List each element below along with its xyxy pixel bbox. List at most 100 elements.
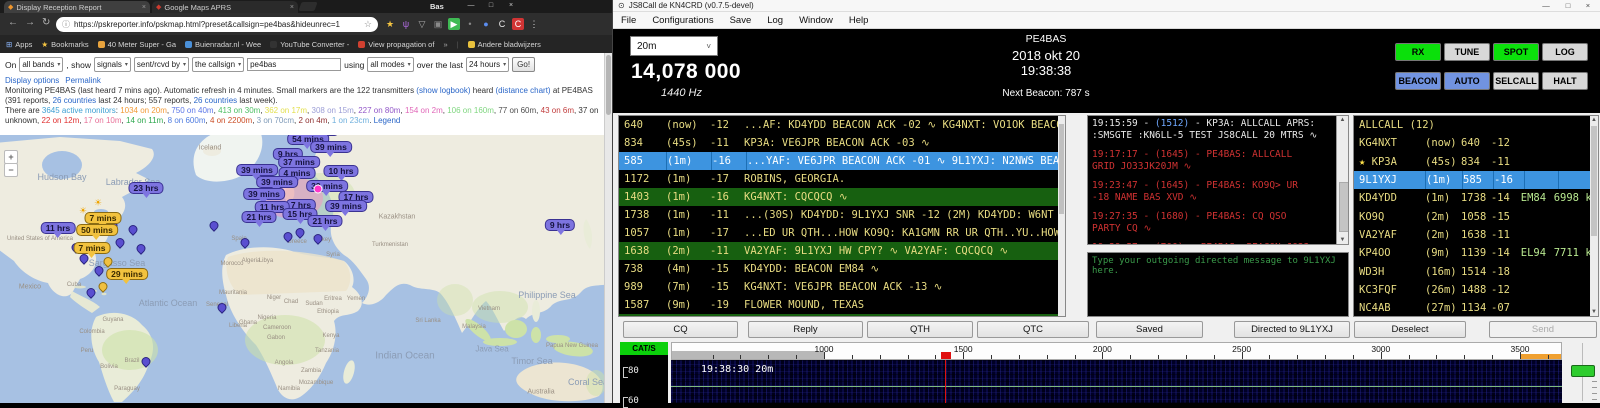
menu-item-help[interactable]: Help xyxy=(848,14,869,26)
call-activity-row[interactable]: KC3FQF (26m) 1488 -12 xyxy=(1354,281,1598,299)
select-the-callsign[interactable]: the callsign ▾ xyxy=(192,57,245,72)
monitors-text-segment[interactable]: Legend xyxy=(373,115,401,125)
deselect-button[interactable]: Deselect xyxy=(1354,321,1466,338)
js8call-maximize-icon[interactable]: □ xyxy=(1565,1,1571,10)
c-red-extension-icon[interactable]: C xyxy=(512,18,524,30)
band-activity-row[interactable]: 1172 (1m) -17 ROBINS, GEORGIA. xyxy=(619,170,1065,188)
directed-message[interactable]: 19:17:17 - (1645) - PE4BAS: ALLCALL GRID… xyxy=(1092,149,1320,172)
bookmark-item[interactable]: View propagation of xyxy=(358,40,434,49)
menu-item-window[interactable]: Window xyxy=(799,14,833,26)
band-activity-row[interactable]: 640 (now) -12 ...AF: KD4YDD BEACON ACK -02 … xyxy=(619,116,1065,134)
band-activity-row[interactable]: 1057 (1m) -17 ...ED UR QTH...HOW KO9Q: KA1G… xyxy=(619,224,1065,242)
apps-shortcut[interactable]: ⊞ Apps xyxy=(6,39,33,49)
go-button[interactable]: Go! xyxy=(512,57,536,72)
select-all-modes[interactable]: all modes ▾ xyxy=(367,57,414,72)
scroll-up-icon[interactable]: ▲ xyxy=(1591,117,1597,123)
call-activity-row[interactable]: KG4NXT (now) 640 -12 xyxy=(1354,134,1598,152)
band-activity-row[interactable] xyxy=(619,314,1065,316)
bookmark-item[interactable]: 40 Meter Super - Ga xyxy=(97,40,176,49)
js8call-close-icon[interactable]: × xyxy=(1585,1,1591,10)
band-activity-row[interactable]: 1403 (1m) -16 KG4NXT: CQCQCQ ∿ xyxy=(619,188,1065,206)
map-marker[interactable]: 21 hrs xyxy=(307,215,343,231)
halt-button[interactable]: HALT xyxy=(1542,72,1588,90)
band-activity-table[interactable]: 640 (now) -12 ...AF: KD4YDD BEACON ACK -02 … xyxy=(618,115,1066,317)
page-info-icon[interactable]: ⓘ xyxy=(62,19,70,29)
other-bookmarks[interactable]: Andere bladwijzers xyxy=(467,40,541,49)
waterfall-frequency-ruler[interactable]: 1000 1500 2000 2500 3000 3500 xyxy=(671,342,1562,360)
band-activity-scrollbar[interactable] xyxy=(1058,116,1065,316)
status-text-segment[interactable]: 26 countries xyxy=(193,95,238,105)
tune-button[interactable]: TUNE xyxy=(1444,43,1490,61)
band-activity-row[interactable]: 834 (45s) -11 KP3A: VE6JPR BEACON ACK -03 ∿ xyxy=(619,134,1065,152)
address-bar[interactable]: ⓘ https://pskreporter.info/pskmap.html?p… xyxy=(56,16,378,32)
qtc-button[interactable]: QTC xyxy=(977,321,1089,338)
map-marker[interactable]: 39 mins xyxy=(256,176,298,192)
browser-scrollbar[interactable] xyxy=(604,53,613,403)
back-icon[interactable]: ← xyxy=(8,17,18,28)
browser-minimize-icon[interactable]: — xyxy=(467,2,475,9)
cq-button[interactable]: CQ xyxy=(623,321,738,338)
status-text-segment[interactable]: (show logbook) xyxy=(416,86,471,95)
map-marker[interactable]: 54 mins xyxy=(287,135,329,149)
select-signals[interactable]: signals ▾ xyxy=(93,57,131,72)
call-activity-header-row[interactable]: ALLCALL (12) xyxy=(1354,116,1598,134)
profile-extension-icon[interactable]: ● xyxy=(483,19,489,29)
band-activity-row[interactable]: 738 (4m) -15 KD4YDD: BEACON EM84 ∿ xyxy=(619,260,1065,278)
messages-scrollbar[interactable]: ▲ ▼ xyxy=(1336,116,1348,244)
scroll-down-icon[interactable]: ▼ xyxy=(1591,309,1597,315)
log-button[interactable]: LOG xyxy=(1542,43,1588,61)
beacon-button[interactable]: BEACON xyxy=(1395,72,1441,90)
tab-display-reception-report[interactable]: ◆ Display Reception Report × xyxy=(4,1,150,13)
call-activity-row[interactable]: KP4OO (9m) 1139 -14 EL94 7711 km xyxy=(1354,244,1598,262)
frequency-display[interactable]: 14,078 000 xyxy=(631,60,742,83)
map-marker[interactable]: 39 mins xyxy=(325,200,367,216)
directed-message[interactable]: 19:27:35 - (1680) - PE4BAS: CQ QSO PARTY… xyxy=(1092,211,1320,234)
call-activity-table[interactable]: ALLCALL (12) KG4NXT (now) 640 -12 ★ KP3A (45s)… xyxy=(1353,115,1599,317)
link-permalink[interactable]: Permalink xyxy=(65,76,101,85)
browser-close-icon[interactable]: × xyxy=(508,2,514,9)
new-tab-button[interactable] xyxy=(298,2,318,11)
rx-button[interactable]: RX xyxy=(1395,43,1441,61)
browser-maximize-icon[interactable]: □ xyxy=(488,2,494,9)
outgoing-message-input[interactable]: Type your outgoing directed message to 9… xyxy=(1087,252,1349,317)
monitors-text-segment[interactable]: 3645 active monitors xyxy=(41,106,116,115)
call-activity-row[interactable]: ★ KP3A (45s) 834 -11 xyxy=(1354,153,1598,171)
menu-item-file[interactable]: File xyxy=(621,14,637,26)
band-select[interactable]: 20m ˅ xyxy=(630,36,718,56)
directed-messages-panel[interactable]: 19:15:59 - (1512) - KP3A: ALLCALL APRS: … xyxy=(1087,115,1349,245)
forward-icon[interactable]: → xyxy=(25,17,35,28)
bookmark-this-star-icon[interactable]: ☆ xyxy=(363,18,372,29)
menu-dots-icon[interactable]: ⋮ xyxy=(529,19,539,29)
map-marker[interactable]: 7 mins xyxy=(73,242,111,258)
flask-extension-icon[interactable]: ▽ xyxy=(418,19,426,29)
callsign-input[interactable] xyxy=(247,58,342,71)
call-activity-scrollbar[interactable]: ▲ ▼ xyxy=(1590,116,1598,316)
current-offset-marker[interactable] xyxy=(941,352,952,359)
band-activity-row[interactable]: 989 (7m) -15 KG4NXT: VE6JPR BEACON ACK -13 … xyxy=(619,278,1065,296)
map-marker[interactable]: 39 mins xyxy=(243,188,285,204)
waterfall-gain-slider[interactable] xyxy=(1566,341,1600,403)
scroll-up-icon[interactable]: ▲ xyxy=(1339,117,1346,123)
map-marker[interactable]: 39 mins xyxy=(310,141,352,157)
bookmark-item[interactable]: YouTube Converter - xyxy=(270,40,349,49)
bookmark-star-icon[interactable]: ★ xyxy=(385,19,395,29)
select-sent-rcvd-by[interactable]: sent/rcvd by ▾ xyxy=(133,57,190,72)
saved-button[interactable]: Saved xyxy=(1096,321,1203,338)
scroll-down-icon[interactable]: ▼ xyxy=(1339,237,1346,243)
purple-extension-icon[interactable]: ψ xyxy=(402,19,410,29)
qth-button[interactable]: QTH xyxy=(867,321,973,338)
auto-button[interactable]: AUTO xyxy=(1444,72,1490,90)
video-extension-icon[interactable]: ▶ xyxy=(448,18,460,30)
directed-message[interactable]: 19:29:57 - (700) - PE4BAS: BEACON JO33 ∿ xyxy=(1092,242,1320,244)
link-display-options[interactable]: Display options xyxy=(5,76,60,85)
dot-extension-icon[interactable]: • xyxy=(468,19,472,29)
tab-close-icon[interactable]: × xyxy=(289,3,294,11)
directed-message[interactable]: 19:15:59 - (1512) - KP3A: ALLCALL APRS: … xyxy=(1092,118,1320,141)
status-text-segment[interactable]: 26 countries xyxy=(52,95,97,105)
map-marker[interactable]: 29 mins xyxy=(106,268,148,284)
tab-close-icon[interactable]: × xyxy=(141,3,146,11)
call-activity-row[interactable]: WD3H (16m) 1514 -18 xyxy=(1354,262,1598,280)
call-activity-row[interactable]: NC4AB (27m) 1134 -07 xyxy=(1354,299,1598,316)
status-text-segment[interactable]: (distance chart) xyxy=(495,86,551,95)
